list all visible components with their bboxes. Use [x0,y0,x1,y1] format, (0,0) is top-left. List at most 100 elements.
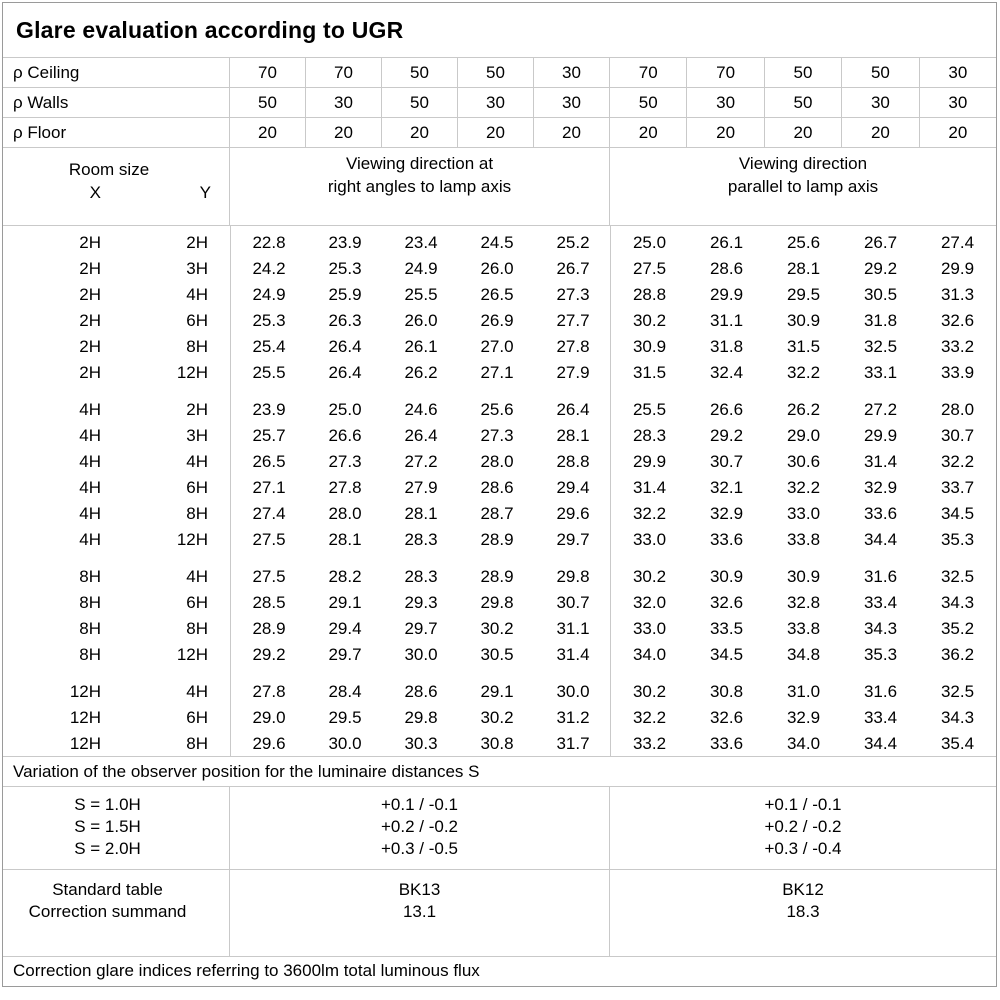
ugr-value: 31.4 [632,478,667,497]
ugr-value: 34.3 [940,593,975,612]
ugr-value: 25.5 [252,363,286,382]
ugr-value: 27.5 [252,530,286,549]
table-row: 2H 8H 25.4 26.4 26.1 27.0 27.8 30.9 31.8 31.5 32.5… [3,334,996,360]
ugr-value: 28.2 [328,567,362,586]
ugr-value: 35.3 [863,645,898,664]
room-size-x: 8H [79,593,101,612]
ugr-value: 27.3 [480,426,514,445]
parallel-values: 32.0 32.6 32.8 33.4 34.3 [611,590,996,616]
reflectance-row-label: ρ Walls [3,88,230,117]
ugr-value: 25.7 [252,426,286,445]
reflectance-value: 30 [562,92,581,112]
ugr-value: 35.3 [940,530,975,549]
ugr-value: 29.2 [863,259,898,278]
parallel-values: 33.2 33.6 34.0 34.4 35.4 [611,731,996,756]
ugr-value: 27.8 [252,682,286,701]
group-divider [610,226,611,756]
room-size-y: 6H [186,478,208,497]
ugr-value: 30.2 [480,708,514,727]
ugr-value: 29.1 [328,593,362,612]
table-row: 2H 6H 25.3 26.3 26.0 26.9 27.7 30.2 31.1 30.9 31.8… [3,308,996,334]
ugr-value: 28.5 [252,593,286,612]
right-angles-values: 29.6 30.0 30.3 30.8 31.7 [231,731,611,756]
room-size-x: 4H [79,452,101,471]
right-angles-header-line2: right angles to lamp axis [327,177,512,196]
ugr-value: 26.9 [480,311,514,330]
ugr-value: 26.5 [480,285,514,304]
ugr-value: 26.3 [328,311,362,330]
parallel-values: 30.2 30.9 30.9 31.6 32.5 [611,564,996,590]
room-size-x: 4H [79,478,101,497]
parallel-values: 30.2 31.1 30.9 31.8 32.6 [611,308,996,334]
ugr-value: 29.9 [863,426,898,445]
reflectance-value: 30 [948,62,968,82]
footer-note: Correction glare indices referring to 36… [13,961,480,980]
ugr-value: 32.5 [863,337,898,356]
ugr-value: 31.3 [940,285,975,304]
s-value: +0.1 / -0.1 [380,795,459,814]
reflectance-value: 20 [610,118,688,147]
room-size-x: 4H [79,530,101,549]
ugr-value: 29.3 [404,593,438,612]
s-label: S = 1.5H [74,817,141,836]
ugr-value: 27.5 [252,567,286,586]
x-column-header: X [89,183,101,202]
ugr-value: 29.7 [556,530,590,549]
s-value: +0.2 / -0.2 [764,817,842,836]
room-size-y: 4H [186,285,208,304]
ugr-value: 30.2 [632,682,667,701]
reflectance-value: 30 [842,88,920,117]
ugr-value: 30.6 [786,452,821,471]
room-size-y: 6H [186,593,208,612]
ugr-value: 26.5 [252,452,286,471]
ugr-value: 33.2 [940,337,975,356]
s-label: S = 2.0H [74,839,141,858]
group-gap [3,553,996,564]
ugr-value: 33.5 [709,619,744,638]
reflectance-values-right-angles: 70 70 50 50 30 [230,58,610,87]
parallel-values: 33.0 33.5 33.8 34.3 35.2 [611,616,996,642]
ugr-data-block: 2H 2H 22.8 23.9 23.4 24.5 25.2 25.0 26.1 25.6 26.7… [3,226,996,757]
ugr-value: 31.5 [786,337,821,356]
s-value: +0.3 / -0.5 [380,839,459,858]
ugr-value: 31.4 [863,452,898,471]
right-angles-values: 27.8 28.4 28.6 29.1 30.0 [231,679,611,705]
reflectance-value: 20 [948,122,968,142]
right-angles-values: 28.9 29.4 29.7 30.2 31.1 [231,616,611,642]
room-size-x: 8H [79,619,101,638]
table-header-row: Room size X Y Viewing direction at right… [3,148,996,226]
room-size-y: 12H [176,363,208,382]
right-angles-values: 24.2 25.3 24.9 26.0 26.7 [231,256,611,282]
ugr-value: 34.0 [786,734,821,753]
parallel-values: 32.2 32.9 33.0 33.6 34.5 [611,501,996,527]
ugr-value: 33.1 [863,363,898,382]
ugr-value: 27.4 [940,233,975,252]
ugr-value: 28.9 [480,567,514,586]
ugr-value: 35.2 [940,619,975,638]
ugr-value: 26.0 [404,311,438,330]
ugr-value: 31.6 [863,682,898,701]
room-size-y: 4H [186,567,208,586]
ugr-value: 32.2 [940,452,975,471]
ugr-value: 24.5 [480,233,514,252]
parallel-values: 30.2 30.8 31.0 31.6 32.5 [611,679,996,705]
parallel-values: 27.5 28.6 28.1 29.2 29.9 [611,256,996,282]
ugr-value: 31.4 [556,645,590,664]
ugr-value: 30.7 [556,593,590,612]
table-row: 4H 3H 25.7 26.6 26.4 27.3 28.1 28.3 29.2 29.0 29.9… [3,423,996,449]
ugr-value: 33.4 [863,593,898,612]
ugr-value: 28.8 [632,285,667,304]
ugr-value: 32.8 [786,593,821,612]
ugr-value: 24.6 [404,400,438,419]
parallel-values: 25.0 26.1 25.6 26.7 27.4 [611,230,996,256]
ugr-value: 24.9 [252,285,286,304]
right-angles-values: 25.4 26.4 26.1 27.0 27.8 [231,334,611,360]
reflectance-value: 50 [230,88,306,117]
ugr-value: 34.5 [940,504,975,523]
ugr-value: 29.4 [556,478,590,497]
right-angles-values: 28.5 29.1 29.3 29.8 30.7 [231,590,611,616]
room-size-x: 2H [79,285,101,304]
parallel-values: 28.3 29.2 29.0 29.9 30.7 [611,423,996,449]
group-gap [3,386,996,397]
ugr-value: 30.9 [786,311,821,330]
